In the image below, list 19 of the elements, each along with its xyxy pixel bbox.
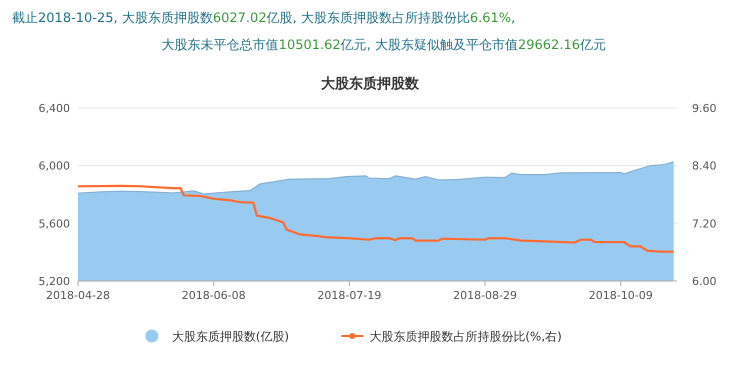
x-tick-label: 2018-08-29 [453, 289, 518, 302]
y2-tick-label: 6.00 [692, 275, 716, 288]
chart-title: 大股东质押股数 [321, 75, 420, 92]
y-tick-label: 5,200 [38, 275, 70, 288]
legend-label: 大股东质押股数占所持股份比(%,右) [369, 330, 562, 344]
x-tick-label: 2018-06-08 [182, 289, 246, 302]
line-series [76, 184, 675, 253]
text: 大股东未平仓总市值10501.62亿元, 大股东疑似触及平仓市值29662.16亿元 [162, 38, 606, 53]
y-tick-label: 6,000 [38, 160, 70, 173]
y-tick-label: 5,600 [38, 217, 70, 230]
y2-tick-label: 7.20 [692, 217, 716, 230]
legend-label: 大股东质押股数(亿股) [172, 330, 290, 344]
text: 截止2018-10-25, 大股东质押股数6027.02亿股, 大股东质押股数占所持股份比6.61%, [12, 11, 516, 26]
x-tick-label: 2018-07-19 [317, 289, 382, 302]
y2-tick-label: 8.40 [692, 160, 716, 173]
y2-tick-label: 9.60 [692, 102, 716, 115]
x-tick-label: 2018-04-28 [46, 289, 110, 302]
y-tick-label: 6,400 [38, 102, 70, 115]
x-tick-label: 2018-10-09 [588, 289, 653, 302]
